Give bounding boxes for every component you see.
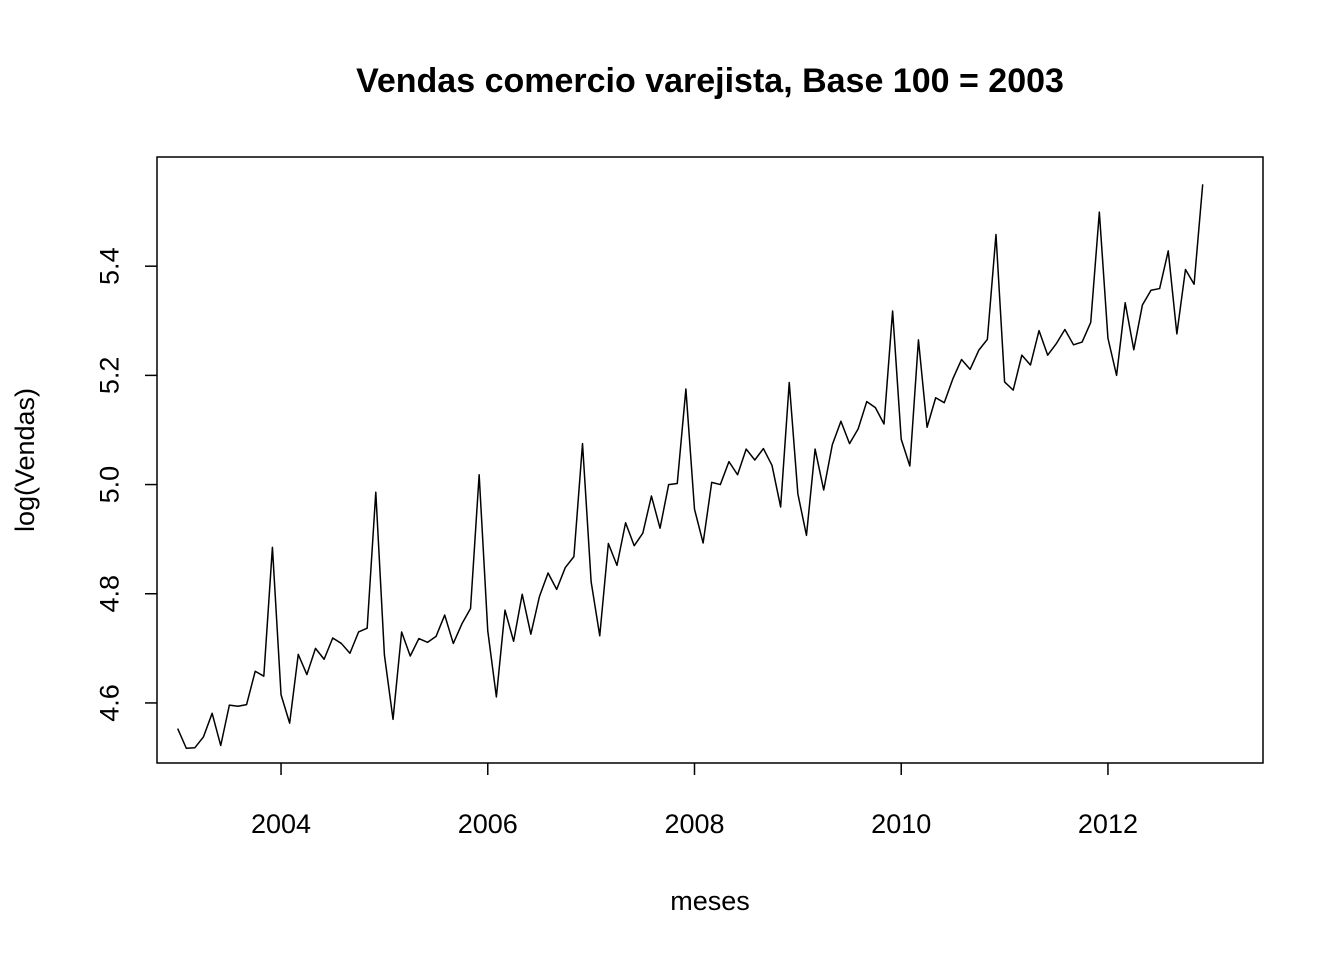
series-line bbox=[176, 184, 1204, 750]
y-tick-label: 5.0 bbox=[94, 466, 124, 504]
y-tick-label: 5.4 bbox=[94, 247, 124, 285]
x-axis: 2004 2006 2008 2010 2012 bbox=[251, 763, 1138, 839]
chart-title: Vendas comercio varejista, Base 100 = 20… bbox=[356, 62, 1064, 100]
y-tick-label: 4.6 bbox=[94, 684, 124, 722]
x-tick-label: 2006 bbox=[458, 809, 518, 839]
x-tick-label: 2012 bbox=[1078, 809, 1138, 839]
x-tick-label: 2010 bbox=[871, 809, 931, 839]
x-tick-label: 2008 bbox=[664, 809, 724, 839]
plot-frame bbox=[156, 156, 1264, 764]
y-axis-label: log(Vendas) bbox=[10, 388, 40, 532]
x-axis-label: meses bbox=[670, 886, 750, 916]
y-tick-label: 5.2 bbox=[94, 357, 124, 395]
y-tick-label: 4.8 bbox=[94, 575, 124, 613]
y-axis: 4.6 4.8 5.0 5.2 5.4 bbox=[94, 247, 157, 722]
x-tick-label: 2004 bbox=[251, 809, 311, 839]
